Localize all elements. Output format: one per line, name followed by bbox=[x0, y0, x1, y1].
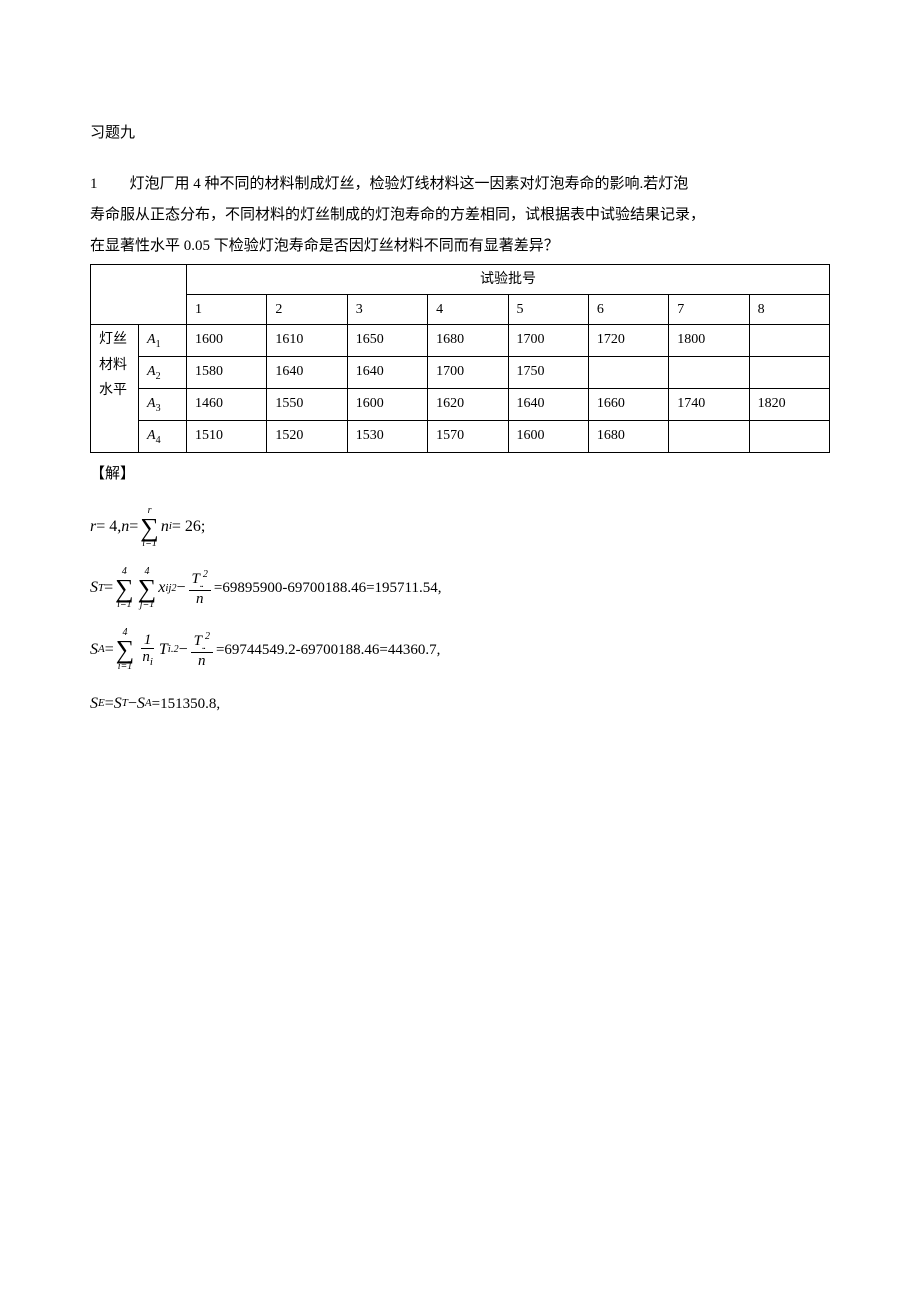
batch-num: 2 bbox=[267, 295, 347, 325]
level-label: A3 bbox=[139, 388, 187, 420]
table-cell: 1720 bbox=[588, 325, 668, 357]
math-line-1: r = 4, n = r ∑ i=1 ni = 26; bbox=[90, 506, 830, 549]
problem-number: 1 bbox=[90, 171, 98, 198]
table-cell bbox=[749, 420, 829, 452]
sigma-symbol: r ∑ i=1 bbox=[140, 506, 159, 549]
problem-statement: 1 灯泡厂用 4 种不同的材料制成灯丝，检验灯线材料这一因素对灯泡寿命的影响.若灯… bbox=[90, 171, 830, 198]
table-header-row-1: 试验批号 bbox=[91, 265, 830, 295]
problem-line-2: 寿命服从正态分布，不同材料的灯丝制成的灯泡寿命的方差相同，试根据表中试验结果记录… bbox=[90, 202, 830, 229]
table-cell bbox=[669, 420, 749, 452]
table-cell: 1530 bbox=[347, 420, 427, 452]
table-cell: 1680 bbox=[428, 325, 508, 357]
sigma-symbol: 4 ∑ j=1 bbox=[138, 567, 157, 610]
batch-num: 1 bbox=[187, 295, 267, 325]
row-label-line: 水平 bbox=[99, 383, 127, 398]
batch-num: 6 bbox=[588, 295, 668, 325]
table-cell bbox=[749, 357, 829, 389]
table-cell: 1640 bbox=[267, 357, 347, 389]
batch-header: 试验批号 bbox=[187, 265, 830, 295]
fraction: T..2 n bbox=[191, 631, 213, 670]
batch-num: 3 bbox=[347, 295, 427, 325]
table-cell: 1600 bbox=[187, 325, 267, 357]
table-cell: 1460 bbox=[187, 388, 267, 420]
table-cell: 1580 bbox=[187, 357, 267, 389]
table-cell: 1570 bbox=[428, 420, 508, 452]
table-cell: 1650 bbox=[347, 325, 427, 357]
table-cell: 1680 bbox=[588, 420, 668, 452]
table-header-row-2: 1 2 3 4 5 6 7 8 bbox=[91, 295, 830, 325]
section-title: 习题九 bbox=[90, 120, 830, 147]
table-cell: 1520 bbox=[267, 420, 347, 452]
sigma-symbol: 4 ∑ i=1 bbox=[116, 628, 135, 671]
problem-line-3: 在显著性水平 0.05 下检验灯泡寿命是否因灯丝材料不同而有显著差异？ bbox=[90, 233, 830, 260]
table-cell: 1820 bbox=[749, 388, 829, 420]
level-label: A4 bbox=[139, 420, 187, 452]
level-label: A1 bbox=[139, 325, 187, 357]
table-cell: 1550 bbox=[267, 388, 347, 420]
math-line-2: ST = 4 ∑ i=1 4 ∑ j=1 xij2 − T..2 n =6989… bbox=[90, 567, 830, 610]
data-table: 试验批号 1 2 3 4 5 6 7 8 灯丝 材料 水平 A1 1600 16… bbox=[90, 264, 830, 453]
table-row: A2 1580 1640 1640 1700 1750 bbox=[91, 357, 830, 389]
math-line-4: SE = ST − SA =151350.8, bbox=[90, 690, 830, 719]
row-label-line: 材料 bbox=[99, 358, 127, 373]
table-cell bbox=[749, 325, 829, 357]
math-line-3: SA = 4 ∑ i=1 1 ni Ti.2 − T..2 n =6974454… bbox=[90, 628, 830, 671]
batch-num: 7 bbox=[669, 295, 749, 325]
table-row: A3 1460 1550 1600 1620 1640 1660 1740 18… bbox=[91, 388, 830, 420]
table-cell bbox=[588, 357, 668, 389]
table-cell: 1750 bbox=[508, 357, 588, 389]
table-cell: 1600 bbox=[347, 388, 427, 420]
fraction: T..2 n bbox=[189, 569, 211, 608]
problem-line-1: 灯泡厂用 4 种不同的材料制成灯丝，检验灯线材料这一因素对灯泡寿命的影响.若灯泡 bbox=[130, 176, 689, 192]
batch-num: 4 bbox=[428, 295, 508, 325]
table-cell: 1640 bbox=[508, 388, 588, 420]
level-label: A2 bbox=[139, 357, 187, 389]
table-cell: 1700 bbox=[428, 357, 508, 389]
row-label-line: 灯丝 bbox=[99, 332, 127, 347]
table-cell: 1600 bbox=[508, 420, 588, 452]
batch-num: 5 bbox=[508, 295, 588, 325]
table-corner-cell bbox=[91, 265, 187, 325]
row-label-cell: 灯丝 材料 水平 bbox=[91, 325, 139, 452]
sigma-symbol: 4 ∑ i=1 bbox=[115, 567, 134, 610]
solution-label: 【解】 bbox=[90, 461, 830, 488]
table-cell: 1610 bbox=[267, 325, 347, 357]
table-cell: 1620 bbox=[428, 388, 508, 420]
table-cell: 1700 bbox=[508, 325, 588, 357]
table-cell: 1510 bbox=[187, 420, 267, 452]
table-row: 灯丝 材料 水平 A1 1600 1610 1650 1680 1700 172… bbox=[91, 325, 830, 357]
table-cell: 1800 bbox=[669, 325, 749, 357]
table-row: A4 1510 1520 1530 1570 1600 1680 bbox=[91, 420, 830, 452]
table-cell: 1660 bbox=[588, 388, 668, 420]
fraction: 1 ni bbox=[139, 632, 156, 669]
table-cell: 1640 bbox=[347, 357, 427, 389]
batch-num: 8 bbox=[749, 295, 829, 325]
table-cell: 1740 bbox=[669, 388, 749, 420]
table-cell bbox=[669, 357, 749, 389]
